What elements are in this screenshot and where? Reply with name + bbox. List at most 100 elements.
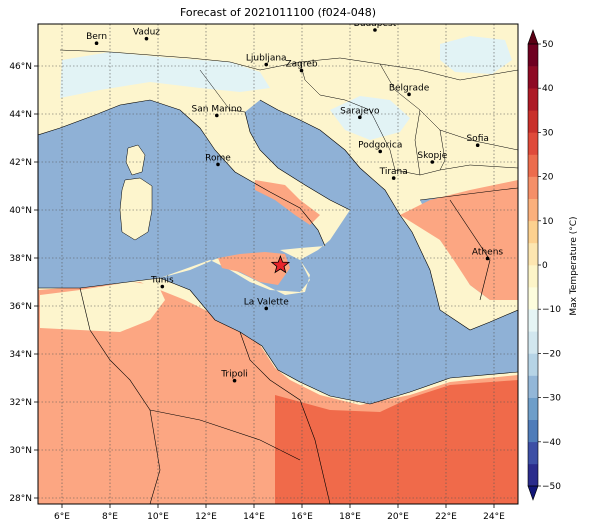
colorbar-segment	[528, 375, 538, 398]
colorbar-segment	[528, 198, 538, 222]
colorbar-extend-low	[527, 485, 539, 501]
city-dot	[391, 176, 396, 180]
x-tick-label: 22°E	[435, 512, 457, 522]
city-dot	[299, 68, 304, 73]
city-label: Sofia	[466, 134, 488, 144]
warm-land-greece	[400, 180, 518, 300]
colorbar-tick-label: −50	[542, 482, 561, 492]
city-label: Rome	[205, 153, 231, 163]
x-tick-label: 14°E	[243, 512, 265, 522]
colorbar-segment	[528, 353, 538, 376]
colorbar-tick-label: 20	[542, 173, 554, 183]
colorbar-segment	[528, 154, 538, 177]
colorbar-segment	[528, 265, 538, 288]
colorbar-segment	[528, 220, 538, 244]
y-tick-label: 38°N	[9, 254, 32, 264]
very-hot-land-libya	[275, 380, 518, 504]
city-dot	[94, 41, 99, 45]
colorbar-tick-label: 0	[542, 261, 548, 271]
city-dot	[358, 115, 362, 120]
y-tick-label: 32°N	[9, 398, 32, 408]
colorbar-segment	[528, 110, 538, 133]
x-tick-label: 16°E	[291, 512, 313, 522]
x-tick-label: 6°E	[54, 512, 70, 522]
warm-coast-calabria	[255, 180, 320, 225]
city-label: Bern	[86, 32, 107, 42]
colorbar-tick-label: −40	[542, 438, 561, 448]
colorbar-tick-label: 50	[542, 40, 554, 50]
x-tick-label: 24°E	[483, 512, 505, 522]
x-tick-label: 20°E	[387, 512, 409, 522]
colorbar-segment	[528, 331, 538, 354]
coastlines	[38, 99, 518, 504]
y-tick-label: 28°N	[9, 494, 32, 504]
city-dot	[485, 256, 490, 261]
colorbar-segment	[528, 242, 538, 266]
y-tick-label: 36°N	[9, 302, 32, 312]
colorbar-segment	[528, 419, 538, 443]
city-dot	[264, 306, 269, 311]
city-dot	[264, 62, 269, 67]
colorbar-ticks: 50 40 30 20 10 0 −10 −20 −30 −40 −50	[538, 40, 561, 492]
temperature-colorbar	[527, 29, 539, 501]
colorbar-segment	[528, 66, 538, 89]
colorbar-tick-label: −10	[542, 305, 561, 315]
cold-patch-alps	[60, 52, 270, 98]
city-label: Skopje	[417, 151, 447, 161]
colorbar-segment	[528, 88, 538, 111]
city-label: Vaduz	[133, 28, 160, 38]
colorbar-segment	[528, 287, 538, 310]
city-label: Tunis	[150, 276, 174, 286]
x-tick-label: 8°E	[102, 512, 118, 522]
colorbar-tick-label: 10	[542, 217, 554, 227]
colorbar-tick-label: 40	[542, 84, 554, 94]
y-tick-label: 42°N	[9, 158, 32, 168]
city-label: Athens	[472, 247, 503, 257]
city-dot	[407, 92, 411, 97]
colorbar-segment	[528, 463, 538, 487]
colorbar-segment	[528, 397, 538, 420]
city-label: La Valette	[244, 297, 289, 307]
colorbar-label: Max Temperature (°C)	[569, 216, 579, 315]
city-label: Sarajevo	[340, 106, 380, 116]
city-dot	[215, 113, 219, 118]
city-dot	[216, 162, 220, 167]
y-tick-label: 46°N	[9, 62, 32, 72]
city-label: Tirana	[379, 167, 408, 177]
city-dot	[475, 143, 480, 147]
y-tick-label: 44°N	[9, 110, 32, 120]
x-tick-label: 10°E	[147, 512, 169, 522]
map-frame	[37, 23, 519, 505]
forecast-title: Forecast of 2021011100 (f024-048)	[179, 6, 377, 19]
city-dot	[373, 28, 377, 32]
city-dot	[160, 284, 165, 289]
city-label: Zagreb	[285, 60, 317, 70]
city-dot	[232, 378, 237, 383]
y-tick-label: 30°N	[9, 446, 32, 456]
colorbar-segment	[528, 441, 538, 465]
city-label: Budapest	[354, 19, 397, 29]
city-label: San Marino	[192, 104, 243, 114]
gridlines	[38, 24, 518, 504]
colorbar-extend-high	[527, 29, 539, 45]
sardinia	[119, 177, 153, 241]
colorbar-tick-label: −20	[542, 349, 561, 359]
longitude-ticks: 6°E 8°E 10°E 12°E 14°E 16°E 18°E 20°E 22°E 24°E	[54, 504, 505, 522]
mild-land-tunisia	[40, 282, 165, 332]
city-dot	[430, 160, 435, 164]
colorbar-segment	[528, 132, 538, 155]
colorbar-segment	[528, 176, 538, 199]
colorbar-segment	[528, 44, 538, 67]
latitude-ticks: 28°N 30°N 32°N 34°N 36°N 38°N 40°N 42°N 44°N 46°N	[9, 62, 38, 504]
colorbar-segment	[528, 309, 538, 332]
city-label: Belgrade	[389, 83, 430, 93]
y-tick-label: 34°N	[9, 350, 32, 360]
city-dot	[144, 36, 149, 41]
city-dot	[378, 149, 383, 154]
sicily	[218, 252, 290, 285]
city-label: Ljubljana	[246, 54, 287, 64]
event-star-marker	[270, 255, 291, 274]
y-tick-label: 40°N	[9, 206, 32, 216]
colorbar-tick-label: −30	[542, 394, 561, 404]
